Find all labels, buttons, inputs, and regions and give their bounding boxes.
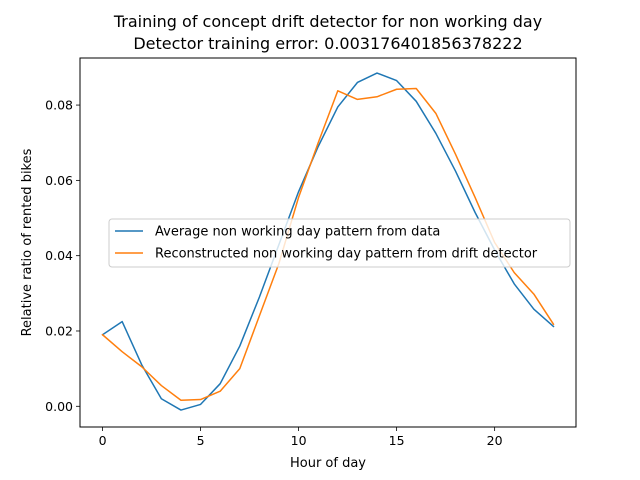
x-tick-label: 0 — [99, 433, 107, 448]
legend-label-1: Average non working day pattern from dat… — [155, 225, 440, 240]
y-tick-label: 0.04 — [45, 248, 73, 263]
legend-label-2: Reconstructed non working day pattern fr… — [155, 247, 538, 262]
y-axis-label: Relative ratio of rented bikes — [20, 148, 35, 336]
y-tick-label: 0.00 — [45, 399, 73, 414]
legend: Average non working day pattern from dat… — [108, 218, 571, 268]
legend-box — [108, 218, 571, 268]
x-tick-label: 20 — [487, 433, 503, 448]
x-axis-label: Hour of day — [290, 456, 366, 471]
x-tick-label: 10 — [291, 433, 307, 448]
x-tick-label: 5 — [197, 433, 205, 448]
x-axis-ticks: 0 5 10 15 20 — [99, 427, 503, 448]
y-tick-label: 0.08 — [45, 98, 73, 113]
y-axis-ticks: 0.00 0.02 0.04 0.06 0.08 — [45, 98, 80, 414]
chart-title: Training of concept drift detector for n… — [113, 12, 542, 31]
y-tick-label: 0.02 — [45, 323, 73, 338]
y-tick-label: 0.06 — [45, 173, 73, 188]
axes-frame — [79, 57, 577, 428]
chart-subtitle: Detector training error: 0.0031764018563… — [133, 34, 522, 53]
x-tick-label: 15 — [389, 433, 405, 448]
series-line-2 — [101, 87, 555, 402]
